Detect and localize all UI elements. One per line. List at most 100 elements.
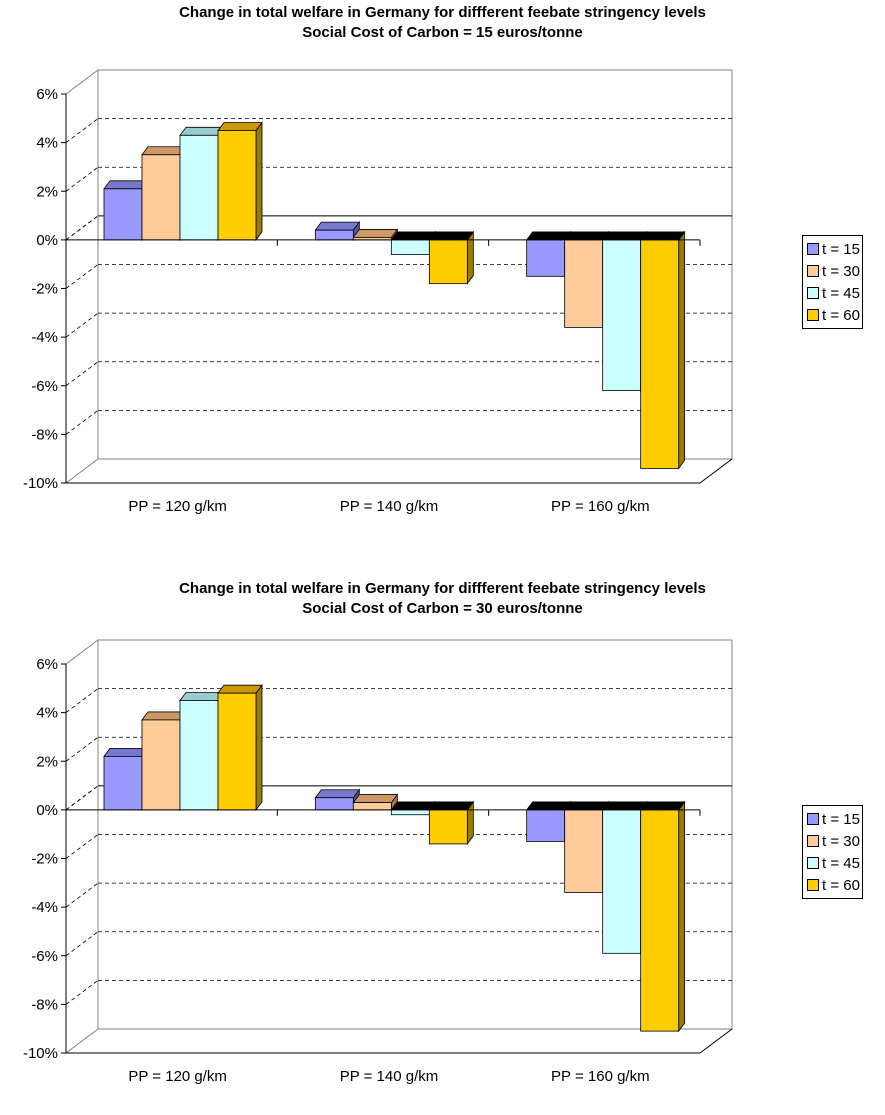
- bar-top: [103, 180, 149, 190]
- y-tick-label: -4%: [31, 899, 58, 916]
- bar-top: [639, 801, 686, 811]
- legend-swatch: [807, 835, 819, 847]
- bar: [141, 719, 181, 811]
- bar: [640, 809, 680, 1032]
- plot-area: 6% 4% 2% 0% -2% -4% -6% -8% -10% PP = 120 g/km PP …: [23, 69, 733, 515]
- gridline: [65, 834, 99, 859]
- gridline: [65, 118, 99, 143]
- bar: [314, 797, 354, 811]
- y-tick-label: 4%: [36, 135, 58, 152]
- bar: [141, 154, 181, 241]
- bar-top: [179, 692, 225, 701]
- bar-top: [314, 789, 361, 799]
- y-tick-label: 2%: [36, 753, 58, 770]
- bar-side: [678, 800, 686, 1033]
- y-tick-label: -10%: [23, 475, 58, 492]
- y-tick-label: -8%: [31, 996, 58, 1013]
- legend: t = 15 t = 30 t = 45 t = 60: [802, 235, 863, 329]
- legend-swatch: [807, 309, 819, 321]
- y-tick-label: 2%: [36, 183, 58, 200]
- chart-subtitle: Social Cost of Carbon = 30 euros/tonne: [302, 600, 583, 617]
- bar-top: [141, 146, 187, 156]
- gridline: [65, 361, 99, 387]
- y-tick-label: 0%: [36, 802, 58, 819]
- bar: [564, 239, 604, 328]
- y-tick-label: -10%: [23, 1045, 58, 1062]
- bar-top: [314, 221, 361, 231]
- y-tick-label: -6%: [31, 378, 58, 395]
- y-tick-label: -6%: [31, 948, 58, 965]
- y-tick-label: 4%: [36, 705, 58, 722]
- bar-top: [601, 231, 648, 241]
- bar-top: [525, 231, 572, 241]
- wall-edge: [65, 639, 99, 665]
- bar-top: [390, 231, 437, 241]
- bar: [314, 229, 354, 241]
- bar-top: [601, 801, 648, 811]
- bar-top: [352, 794, 399, 803]
- y-tick-label: 0%: [36, 232, 58, 249]
- legend-swatch: [807, 857, 819, 869]
- chart-subtitle: Social Cost of Carbon = 15 euros/tonne: [302, 24, 583, 41]
- bar: [217, 130, 257, 241]
- bar-top: [563, 231, 610, 241]
- bar: [602, 809, 642, 954]
- bar-side: [255, 121, 263, 242]
- bar: [217, 692, 257, 811]
- bar-top: [352, 229, 399, 238]
- chart-title: Change in total welfare in Germany for d…: [179, 580, 706, 597]
- bar: [390, 239, 430, 255]
- bar-top: [639, 231, 686, 241]
- bar: [602, 239, 642, 392]
- x-tick-label: PP = 120 g/km: [128, 498, 227, 515]
- gridline: [65, 166, 99, 192]
- gridline: [65, 882, 99, 908]
- bar-top: [525, 801, 572, 811]
- legend-item-t45: t = 45: [807, 852, 862, 874]
- wall-edge: [65, 458, 99, 484]
- x-tick-label: PP = 160 g/km: [551, 498, 650, 515]
- zero-side-line: [65, 785, 99, 811]
- y-tick-label: -2%: [31, 281, 58, 298]
- plot-area: 6% 4% 2% 0% -2% -4% -6% -8% -10% PP = 120 g/km PP …: [23, 639, 733, 1085]
- bar-top: [390, 801, 437, 811]
- bar-top: [103, 747, 149, 757]
- bar: [564, 809, 604, 893]
- x-tick-label: PP = 140 g/km: [340, 498, 439, 515]
- legend-label: t = 15: [822, 240, 860, 258]
- legend-item-t15: t = 15: [807, 808, 862, 830]
- bar-top: [428, 231, 475, 241]
- legend-label: t = 60: [822, 306, 860, 324]
- gridline: [65, 264, 99, 289]
- y-tick-label: 6%: [36, 86, 58, 103]
- legend-item-t30: t = 30: [807, 260, 862, 282]
- gridline: [65, 312, 99, 338]
- wall-edge: [65, 1028, 99, 1054]
- legend-item-t60: t = 60: [807, 874, 862, 896]
- legend-item-t15: t = 15: [807, 238, 862, 260]
- y-tick-label: -4%: [31, 329, 58, 346]
- bar-top: [563, 801, 610, 811]
- legend-swatch: [807, 287, 819, 299]
- gridline: [65, 980, 99, 1005]
- bar: [526, 809, 566, 842]
- bar-top: [428, 801, 475, 811]
- bar: [390, 809, 430, 816]
- legend-label: t = 45: [822, 284, 860, 302]
- gridline: [65, 410, 99, 435]
- zero-side-line: [65, 215, 99, 241]
- gridline: [65, 931, 99, 957]
- bar-top: [217, 122, 263, 131]
- legend-item-t45: t = 45: [807, 282, 862, 304]
- legend-swatch: [807, 265, 819, 277]
- y-tick-label: 6%: [36, 656, 58, 673]
- bar-top: [179, 126, 225, 136]
- y-tick-label: -8%: [31, 426, 58, 443]
- bar-top: [217, 684, 263, 694]
- floor-edge: [699, 458, 733, 484]
- bar-top: [141, 711, 187, 721]
- floor-edge: [699, 1028, 733, 1054]
- chart-2: Change in total welfare in Germany for d…: [0, 570, 885, 1115]
- bar: [179, 700, 219, 811]
- legend-swatch: [807, 243, 819, 255]
